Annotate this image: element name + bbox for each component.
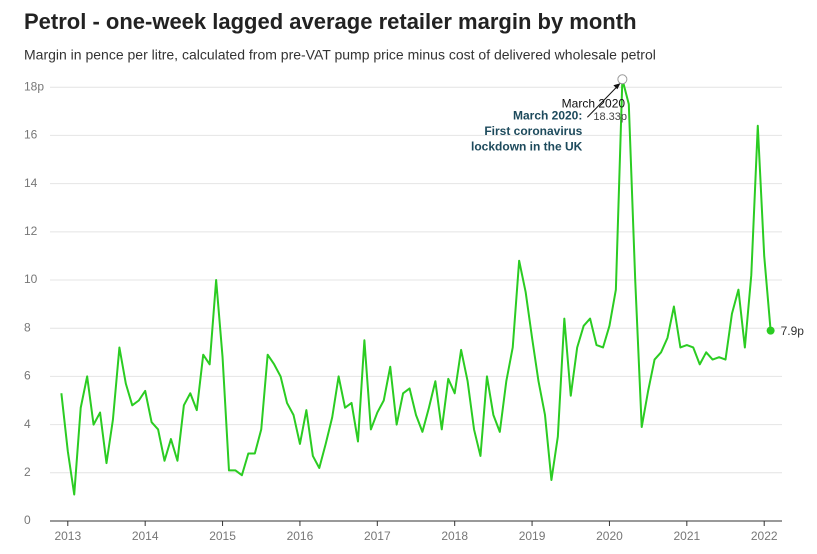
chart-subtitle: Margin in pence per litre, calculated fr… — [24, 47, 656, 63]
x-tick-label: 2022 — [751, 529, 778, 543]
x-tick-label: 2018 — [441, 529, 468, 543]
tooltip-date: March 2020 — [562, 96, 626, 110]
value-label: 18.33p — [593, 111, 627, 123]
chart-title: Petrol - one-week lagged average retaile… — [24, 9, 637, 34]
line-series — [60, 78, 772, 496]
x-tick-label: 2021 — [673, 529, 700, 543]
y-tick-label: 0 — [24, 513, 31, 527]
x-tick-label: 2019 — [519, 529, 546, 543]
x-tick-label: 2014 — [132, 529, 159, 543]
y-tick-label: 8 — [24, 320, 31, 334]
x-tick-label: 2017 — [364, 529, 391, 543]
y-tick-label: 16 — [24, 128, 38, 142]
x-tick-label: 2016 — [287, 529, 314, 543]
arrow-head — [613, 83, 621, 90]
y-tick-label: 14 — [24, 176, 38, 190]
peak-marker — [617, 74, 628, 85]
annotation: March 2020: — [513, 108, 582, 122]
annotation: First coronavirus — [484, 124, 582, 138]
callout-arrow — [587, 83, 620, 118]
y-tick-label: 2 — [24, 465, 31, 479]
y-tick-label: 4 — [24, 417, 31, 431]
x-tick-label: 2013 — [54, 529, 81, 543]
y-tick-label: 12 — [24, 224, 38, 238]
x-tick-label: 2015 — [209, 529, 236, 543]
end-point — [766, 326, 775, 335]
y-tick-label: 10 — [24, 272, 38, 286]
value-label: 7.9p — [781, 324, 805, 338]
y-tick-label: 6 — [24, 369, 31, 383]
annotation: lockdown in the UK — [471, 139, 583, 153]
x-tick-label: 2020 — [596, 529, 623, 543]
y-tick-label: 18p — [24, 79, 44, 93]
